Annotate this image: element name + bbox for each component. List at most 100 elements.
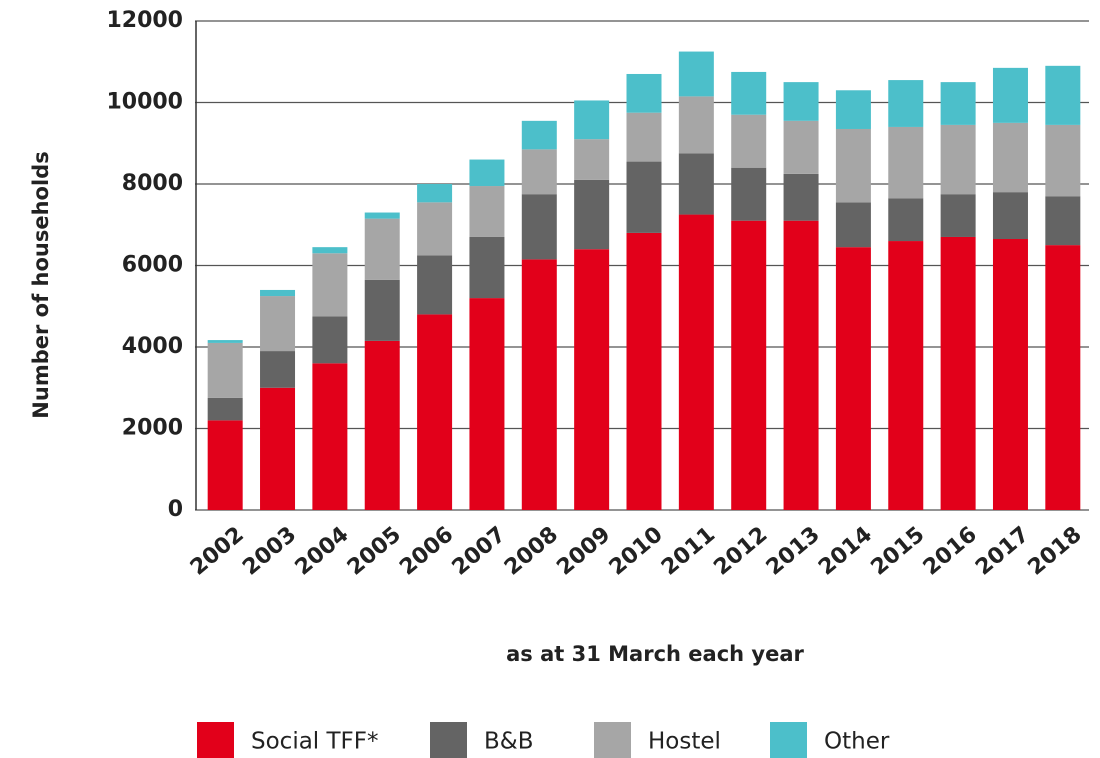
- bar-segment: [574, 249, 610, 510]
- bar-segment: [364, 218, 400, 280]
- bar-segment: [312, 253, 348, 317]
- bar-segment: [731, 167, 767, 221]
- bar-segment: [731, 71, 767, 115]
- bar-segment: [1045, 124, 1081, 197]
- bar-segment: [992, 67, 1028, 123]
- x-tick-label: 2014: [814, 522, 877, 581]
- bar-segment: [469, 159, 505, 187]
- x-tick-label: 2004: [291, 522, 354, 581]
- x-tick-label: 2017: [971, 522, 1034, 581]
- bar-segment: [312, 247, 348, 254]
- bar-segment: [207, 397, 243, 421]
- bar-segment: [1045, 245, 1081, 510]
- bar-segment: [626, 112, 662, 162]
- bar-segment: [417, 202, 453, 256]
- bar-segment: [469, 236, 505, 299]
- bar-segment: [992, 122, 1028, 193]
- bar-segment: [207, 342, 243, 398]
- y-tick-label: 0: [168, 497, 183, 522]
- bar-segment: [521, 194, 557, 260]
- bar-segment: [417, 314, 453, 510]
- bar-segment: [260, 387, 296, 510]
- y-tick-label: 2000: [122, 416, 183, 441]
- bar-segment: [364, 212, 400, 219]
- bar-segment: [260, 289, 296, 297]
- bar-segment: [469, 298, 505, 510]
- bar-segment: [992, 192, 1028, 240]
- bar-segment: [626, 161, 662, 233]
- y-tick-label: 6000: [122, 253, 183, 278]
- y-axis-title: Number of households: [29, 151, 53, 418]
- bar-segment: [678, 51, 714, 97]
- x-axis-title: as at 31 March each year: [506, 642, 804, 666]
- bar-segment: [678, 214, 714, 510]
- bar-segment: [731, 114, 767, 168]
- bar-segment: [312, 363, 348, 510]
- bar-segment: [678, 153, 714, 215]
- bar-segment: [940, 194, 976, 237]
- legend-label: B&B: [484, 729, 534, 755]
- bar-segment: [521, 259, 557, 510]
- bar-segment: [835, 202, 871, 248]
- x-tick-label: 2009: [552, 522, 615, 581]
- x-tick-label: 2015: [867, 522, 930, 581]
- bar-segment: [888, 126, 924, 199]
- y-tick-label: 12000: [106, 8, 183, 33]
- legend-swatch: [594, 722, 631, 758]
- x-tick-label: 2018: [1024, 522, 1087, 581]
- bar-segment: [207, 420, 243, 510]
- bar-segment: [940, 236, 976, 510]
- bar-segment: [521, 149, 557, 195]
- y-tick-label: 10000: [106, 90, 183, 115]
- bar-segment: [731, 220, 767, 511]
- bar-segment: [626, 73, 662, 113]
- bar-segment: [783, 173, 819, 221]
- bar-segment: [783, 220, 819, 511]
- bar-segment: [364, 340, 400, 510]
- bar-segment: [312, 316, 348, 364]
- x-tick-label: 2007: [448, 522, 511, 581]
- legend-label: Hostel: [648, 729, 721, 755]
- bar-segment: [940, 82, 976, 125]
- bar-segment: [260, 296, 296, 352]
- x-tick-label: 2006: [395, 522, 458, 581]
- bar-segment: [1045, 65, 1081, 125]
- x-tick-label: 2016: [919, 522, 982, 581]
- x-tick-label: 2013: [762, 522, 825, 581]
- bar-segment: [521, 120, 557, 150]
- bar-segment: [364, 279, 400, 341]
- bar-segment: [783, 82, 819, 121]
- legend-swatch: [197, 722, 234, 758]
- legend-swatch: [770, 722, 807, 758]
- bar-segment: [678, 96, 714, 154]
- x-tick-label: 2012: [709, 522, 772, 581]
- bar-segment: [835, 90, 871, 129]
- bar-segment: [626, 232, 662, 510]
- x-tick-label: 2010: [605, 522, 668, 581]
- x-tick-label: 2002: [186, 522, 249, 581]
- legend-swatch: [430, 722, 467, 758]
- bar-segment: [417, 255, 453, 315]
- bar-segment: [469, 186, 505, 237]
- legend-label: Social TFF*: [251, 729, 379, 755]
- bar-segment: [417, 184, 453, 203]
- bar-segment: [835, 247, 871, 510]
- bar-segment: [574, 179, 610, 250]
- x-tick-label: 2011: [657, 522, 720, 581]
- bar-segment: [260, 351, 296, 388]
- bar-segment: [207, 340, 243, 343]
- x-tick-label: 2003: [238, 522, 301, 581]
- x-tick-label: 2005: [343, 522, 406, 581]
- bar-segment: [574, 100, 610, 140]
- bar-segment: [574, 139, 610, 180]
- bar-segment: [888, 198, 924, 242]
- bar-segment: [888, 80, 924, 127]
- bar-segment: [888, 241, 924, 511]
- bar-segment: [940, 124, 976, 195]
- y-tick-label: 4000: [122, 334, 183, 359]
- bar-segment: [783, 120, 819, 174]
- bar-segment: [992, 239, 1028, 510]
- bar-segment: [1045, 196, 1081, 246]
- legend-label: Other: [824, 729, 890, 755]
